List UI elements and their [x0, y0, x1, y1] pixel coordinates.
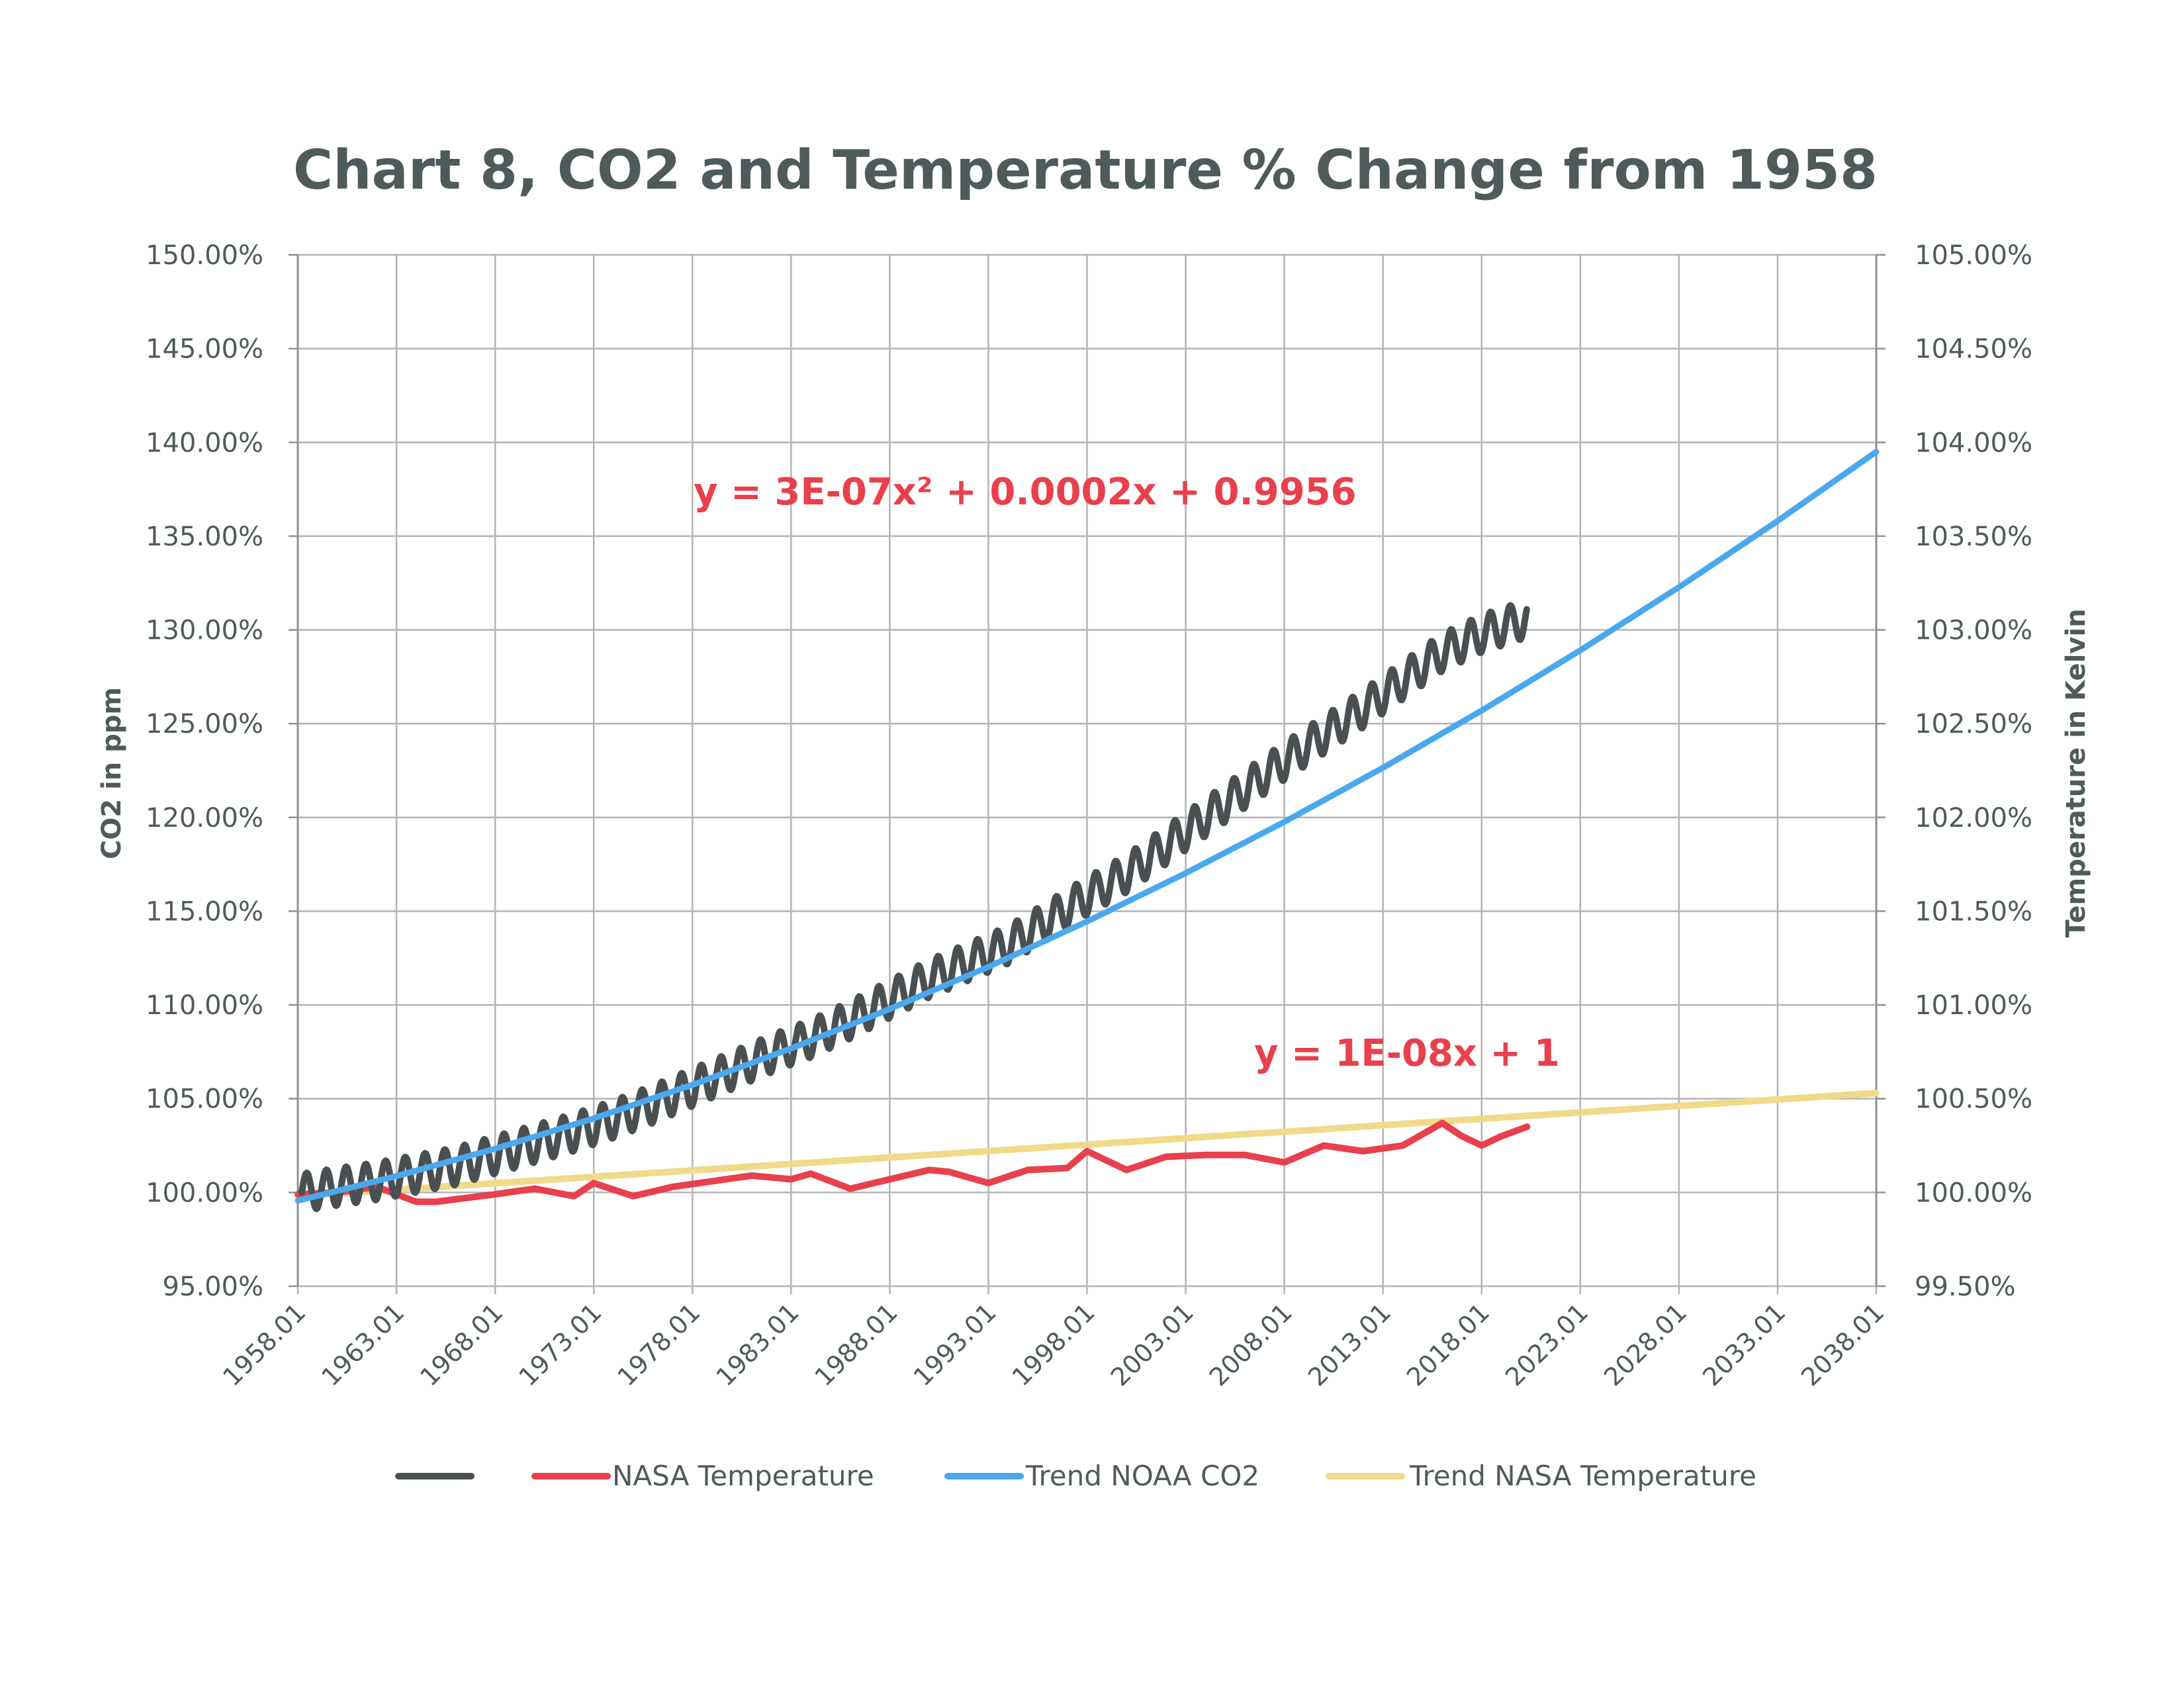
- x-tick-label: 1983.01: [710, 1297, 804, 1391]
- x-tick-label: 1993.01: [908, 1297, 1002, 1391]
- right-tick-label: 104.50%: [1915, 334, 2032, 365]
- right-tick-label: 102.00%: [1915, 803, 2032, 833]
- x-tick-label: 2023.01: [1500, 1297, 1594, 1391]
- left-tick-label: 100.00%: [146, 1178, 263, 1208]
- left-tick-label: 130.00%: [146, 616, 263, 646]
- x-tick-label: 1973.01: [513, 1297, 607, 1391]
- right-tick-label: 103.50%: [1915, 522, 2032, 552]
- left-tick-label: 110.00%: [146, 990, 263, 1021]
- x-tick-label: 1978.01: [612, 1297, 705, 1391]
- x-tick-label: 1988.01: [809, 1297, 903, 1391]
- x-tick-label: 1998.01: [1007, 1297, 1101, 1391]
- x-tick-label: 2013.01: [1302, 1297, 1396, 1391]
- x-tick-label: 1963.01: [316, 1297, 410, 1391]
- legend-label-nasa-temperature: NASA Temperature: [612, 1460, 874, 1492]
- left-tick-label: 125.00%: [146, 709, 263, 739]
- left-axis-title: CO2 in ppm: [97, 687, 127, 859]
- x-tick-label: 2003.01: [1105, 1297, 1199, 1391]
- left-tick-label: 150.00%: [146, 240, 263, 271]
- noaa-co2-series: [298, 602, 1530, 1213]
- x-tick-label: 2018.01: [1401, 1297, 1495, 1391]
- right-tick-label: 105.00%: [1915, 240, 2032, 271]
- x-tick-label: 2038.01: [1796, 1297, 1889, 1391]
- legend-label-trend-noaa-co2: Trend NOAA CO2: [1025, 1460, 1259, 1492]
- legend-label-trend-nasa-temperature: Trend NASA Temperature: [1409, 1460, 1756, 1492]
- x-tick-label: 1968.01: [414, 1297, 508, 1391]
- x-tick-label: 1958.01: [217, 1297, 311, 1391]
- left-tick-label: 95.00%: [162, 1272, 263, 1302]
- trend-nasa-temperature-series: [295, 1090, 1880, 1199]
- legend: NASA Temperature Trend NOAA CO2 Trend NASA…: [395, 1460, 1756, 1492]
- chart-title: Chart 8, CO2 and Temperature % Change fr…: [293, 139, 1878, 202]
- nasa-temperature-series: [295, 1119, 1531, 1205]
- right-axis-title: Temperature in Kelvin: [2061, 608, 2091, 937]
- x-tick-label: 2008.01: [1204, 1297, 1298, 1391]
- right-axis-ticks: 99.50% 100.00% 100.50% 101.00% 101.50% 102.00…: [1876, 240, 2032, 1302]
- right-tick-label: 102.50%: [1915, 709, 2032, 739]
- x-tick-label: 2033.01: [1697, 1297, 1791, 1391]
- x-axis-ticks: 1958.01 1963.01 1968.01 1973.01 1978.01 1983.…: [217, 1297, 1889, 1391]
- co2-trend-equation: y = 3E-07x² + 0.0002x + 0.9956: [694, 471, 1357, 514]
- left-tick-label: 135.00%: [146, 522, 263, 552]
- trend-noaa-co2-series: [295, 448, 1880, 1204]
- right-tick-label: 103.00%: [1915, 616, 2032, 646]
- right-tick-label: 101.50%: [1915, 896, 2032, 927]
- series-layer: [295, 448, 1880, 1213]
- x-tick-label: 2028.01: [1598, 1297, 1692, 1391]
- left-tick-label: 120.00%: [146, 803, 263, 833]
- left-tick-label: 140.00%: [146, 428, 263, 458]
- right-tick-label: 100.00%: [1915, 1178, 2032, 1208]
- left-tick-label: 105.00%: [146, 1084, 263, 1115]
- left-tick-label: 145.00%: [146, 334, 263, 365]
- left-axis-ticks: 95.00% 100.00% 105.00% 110.00% 115.00% 120.00…: [146, 240, 298, 1302]
- temp-trend-equation: y = 1E-08x + 1: [1254, 1032, 1560, 1075]
- right-tick-label: 99.50%: [1915, 1272, 2016, 1302]
- left-tick-label: 115.00%: [146, 896, 263, 927]
- gridlines: [296, 254, 1878, 1294]
- right-tick-label: 104.00%: [1915, 428, 2032, 458]
- right-tick-label: 101.00%: [1915, 990, 2032, 1021]
- right-tick-label: 100.50%: [1915, 1084, 2032, 1115]
